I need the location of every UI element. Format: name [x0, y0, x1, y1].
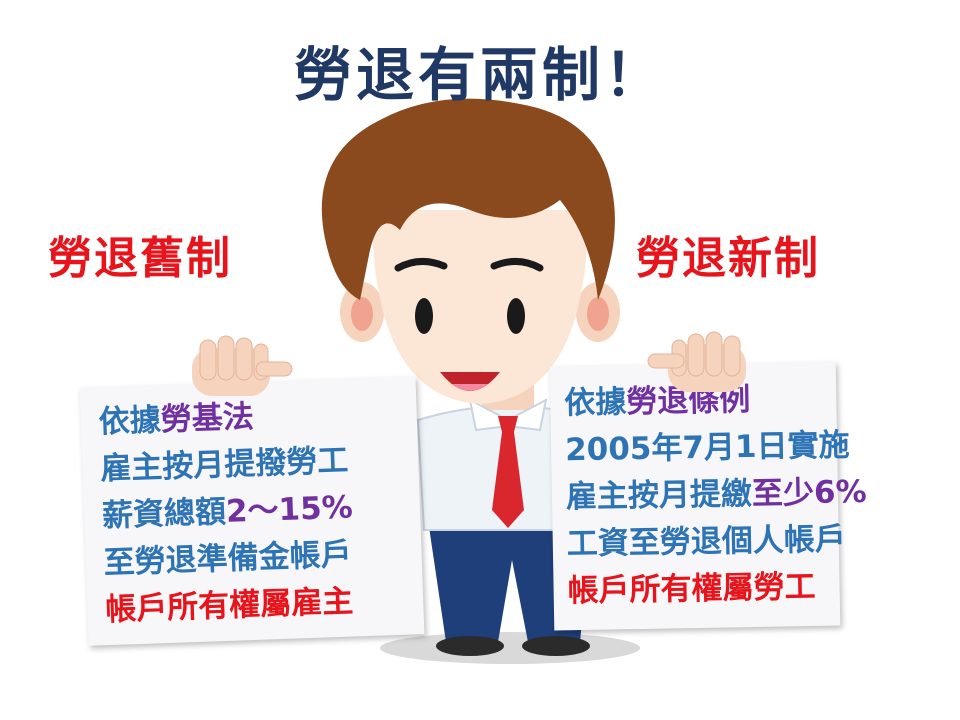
trousers — [428, 520, 592, 642]
old-system-line: 帳戶所有權屬雇主 — [105, 578, 357, 634]
old-system-line-text: 至勞退準備金帳戶 — [103, 536, 353, 582]
old-system-paper: 依據勞基法 雇主按月提撥勞工薪資總額2～15% 至勞退準備金帳戶 帳戶所有權屬雇主 — [79, 376, 425, 646]
new-system-line: 帳戶所有權屬勞工 — [567, 563, 868, 615]
new-system-line-text: 工資至勞退個人帳戶 — [566, 521, 847, 563]
new-system-line-text: 2005年7月1日實施 — [564, 427, 850, 469]
page-title: 勞退有兩制！ — [293, 41, 666, 109]
new-system-lines: 依據勞退條例 2005年7月1日實施 雇主按月提繳至少6% 工資至勞退個人帳戶 帳戶所有… — [564, 375, 869, 615]
new-system-line-text: 至少6% — [751, 474, 867, 513]
old-system-line-text: 2～15% — [225, 489, 354, 530]
left-shoe — [436, 636, 504, 656]
left-eye — [415, 298, 433, 334]
new-system-line-text: 雇主按月提繳 — [565, 476, 753, 516]
old-system-heading: 勞退舊制 — [48, 233, 232, 284]
old-system-line-text: 依據 — [98, 402, 162, 441]
left-hand-icon — [192, 335, 293, 396]
mouth — [440, 372, 500, 391]
right-hand-icon — [647, 331, 746, 392]
new-system-line: 2005年7月1日實施 — [565, 422, 866, 474]
old-system-line-text: 勞基法 — [160, 398, 255, 439]
new-system-line: 雇主按月提繳至少6% — [566, 469, 867, 521]
right-eye — [507, 298, 525, 334]
old-system-lines: 依據勞基法 雇主按月提撥勞工薪資總額2～15% 至勞退準備金帳戶 帳戶所有權屬雇主 — [98, 391, 357, 635]
new-system-paper: 依據勞退條例 2005年7月1日實施 雇主按月提繳至少6% 工資至勞退個人帳戶 帳戶所有… — [549, 361, 867, 631]
new-system-heading: 勞退新制 — [636, 233, 820, 284]
new-system-line-text: 依據 — [564, 384, 627, 422]
right-shoe — [522, 636, 590, 656]
old-system-line-text: 雇主按月提撥勞工 — [99, 442, 349, 488]
floor-shadow — [380, 632, 640, 664]
new-system-line-text: 帳戶所有權屬勞工 — [567, 568, 816, 610]
old-system-line-text: 薪資總額 — [101, 493, 227, 535]
hair — [321, 98, 615, 301]
necktie — [492, 416, 524, 528]
new-system-line: 工資至勞退個人帳戶 — [566, 516, 867, 568]
old-system-line-text: 帳戶所有權屬雇主 — [104, 583, 354, 629]
